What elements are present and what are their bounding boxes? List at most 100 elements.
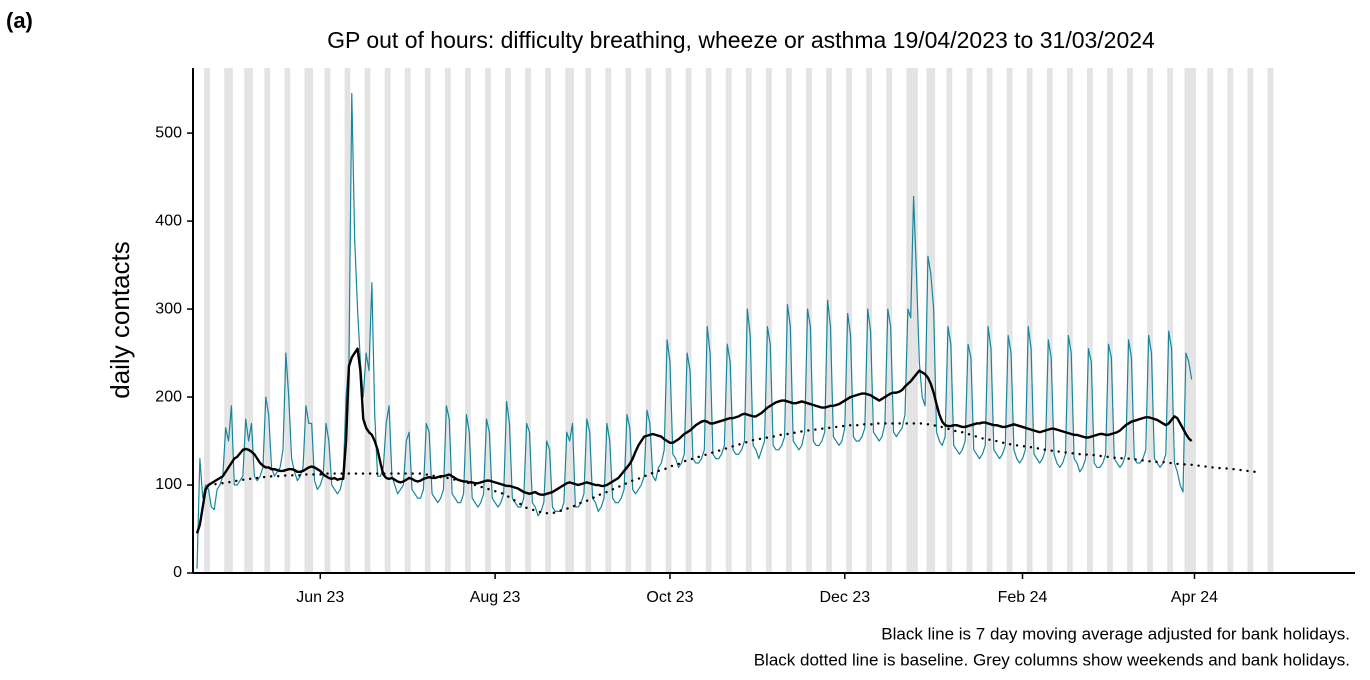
shade-column <box>829 68 832 573</box>
shade-column <box>404 68 408 573</box>
shade-column <box>1006 68 1010 573</box>
axis-layer: 0 100 200 300 400 500 Jun 23 Aug 23 Oct 23 Dec 23… <box>155 68 1355 606</box>
x-tick-label: Feb 24 <box>998 589 1048 606</box>
shade-column <box>1190 68 1194 573</box>
shade-column <box>946 68 950 573</box>
shade-column <box>1150 68 1153 573</box>
shade-column <box>915 68 918 573</box>
shade-column <box>327 68 331 573</box>
shade-column <box>909 68 913 573</box>
shade-column <box>384 68 388 573</box>
shade-column <box>1009 68 1013 573</box>
shade-column <box>447 68 451 573</box>
shade-column <box>1029 68 1033 573</box>
shade-column <box>1109 68 1113 573</box>
shade-column <box>565 68 569 573</box>
shade-column <box>1184 68 1188 573</box>
shade-column <box>545 68 549 573</box>
shade-column <box>585 68 589 573</box>
x-tick-label: Jun 23 <box>296 589 344 606</box>
shade-column <box>929 68 933 573</box>
shade-column <box>528 68 531 573</box>
shade-column <box>625 68 629 573</box>
shade-column <box>548 68 552 573</box>
shade-column <box>1247 68 1251 573</box>
shade-column <box>966 68 970 573</box>
line-layer <box>195 92 1259 569</box>
shade-column <box>224 68 228 573</box>
shade-column <box>244 68 248 573</box>
shade-column <box>424 68 428 573</box>
y-tick-label: 200 <box>155 388 182 405</box>
shade-column <box>869 68 873 573</box>
shade-column <box>1267 68 1271 573</box>
shade-column <box>605 68 609 573</box>
shade-column <box>1127 68 1130 573</box>
x-tick-label: Dec 23 <box>819 589 870 606</box>
shade-column <box>926 68 930 573</box>
shade-column <box>1170 68 1173 573</box>
shade-column <box>725 68 729 573</box>
shade-column <box>765 68 769 573</box>
shade-column <box>250 68 253 573</box>
y-tick-label: 100 <box>155 476 182 493</box>
y-tick-label: 400 <box>155 212 182 229</box>
y-axis-title: daily contacts <box>105 241 135 399</box>
shade-column <box>267 68 271 573</box>
shade-column <box>986 68 990 573</box>
shade-column <box>387 68 391 573</box>
shade-column <box>1207 68 1211 573</box>
shade-column <box>304 68 308 573</box>
shade-column <box>1250 68 1254 573</box>
shade-column <box>705 68 709 573</box>
shade-column <box>444 68 448 573</box>
shade-column <box>708 68 712 573</box>
shade-column <box>1089 68 1093 573</box>
series-line <box>195 347 1193 534</box>
chart-title: GP out of hours: difficulty breathing, w… <box>327 27 1155 53</box>
shade-column <box>1069 68 1073 573</box>
shade-column <box>364 68 368 573</box>
shade-column <box>849 68 852 573</box>
series-line <box>207 422 1259 515</box>
shade-column <box>1167 68 1171 573</box>
shade-column <box>1107 68 1110 573</box>
shade-column <box>247 68 251 573</box>
shade-column <box>648 68 652 573</box>
shade-column <box>889 68 893 573</box>
shade-column <box>1049 68 1053 573</box>
shade-column <box>310 68 314 573</box>
shade-column <box>407 68 411 573</box>
note: Black line is 7 day moving average adjus… <box>881 624 1350 643</box>
shade-column <box>1227 68 1231 573</box>
shade-column <box>628 68 632 573</box>
y-tick-label: 0 <box>173 564 182 581</box>
shade-column <box>264 68 268 573</box>
shade-layer <box>204 68 1274 573</box>
shade-column <box>307 68 311 573</box>
shade-column <box>344 68 348 573</box>
shade-column <box>685 68 689 573</box>
shade-column <box>608 68 612 573</box>
x-tick-label: Oct 23 <box>646 589 693 606</box>
shade-column <box>728 68 732 573</box>
shade-column <box>1066 68 1070 573</box>
x-tick-label: Apr 24 <box>1171 589 1218 606</box>
shade-column <box>989 68 993 573</box>
shade-column <box>665 68 669 573</box>
shade-column <box>1026 68 1030 573</box>
shade-column <box>367 68 371 573</box>
shade-column <box>748 68 752 573</box>
x-tick-label: Aug 23 <box>470 589 521 606</box>
shade-column <box>485 68 488 573</box>
shade-column <box>525 68 529 573</box>
shade-column <box>487 68 491 573</box>
shade-column <box>465 68 468 573</box>
shade-column <box>1046 68 1050 573</box>
shade-column <box>568 68 572 573</box>
shade-column <box>768 68 772 573</box>
shade-column <box>1187 68 1191 573</box>
shade-column <box>969 68 973 573</box>
shade-column <box>229 68 233 573</box>
